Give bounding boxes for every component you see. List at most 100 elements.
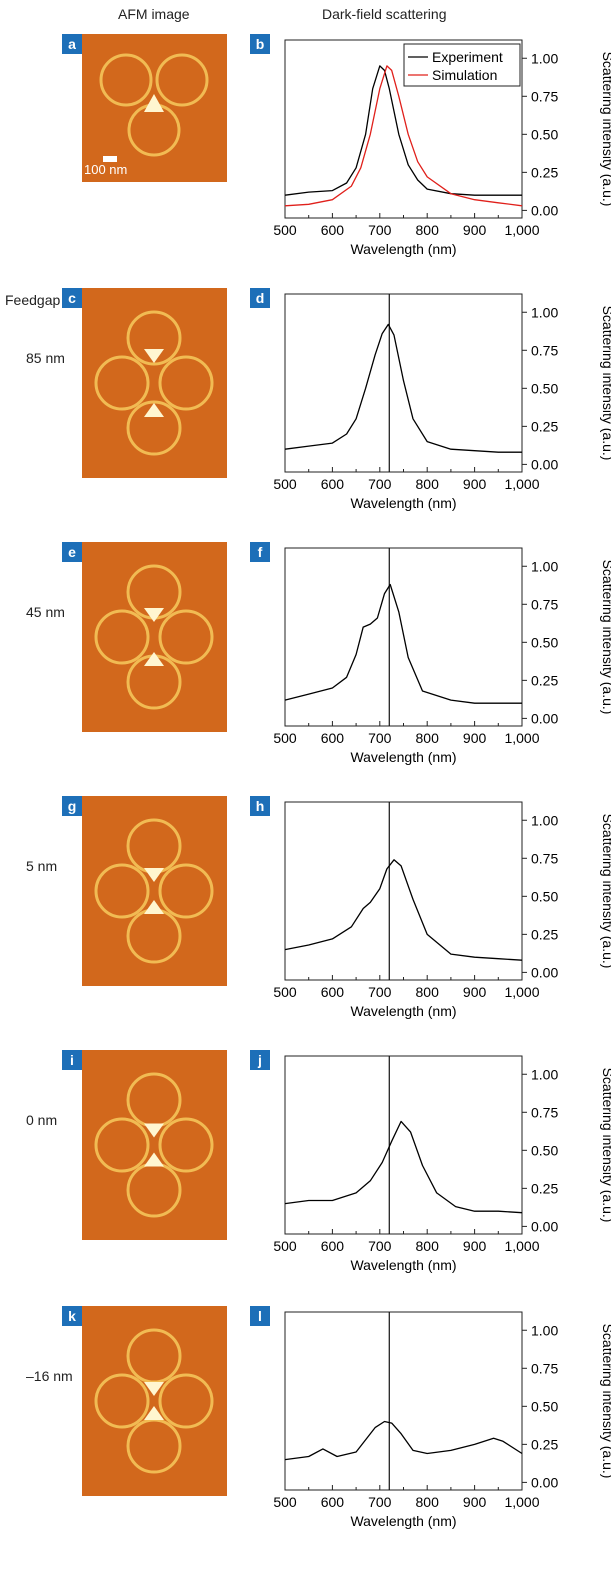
- scattering-chart-h: 500 600 700 800 900 1,000 0.00 0.25 0.50 0.75 1.00…: [273, 801, 611, 1019]
- feedgap-value: 45 nm: [26, 604, 65, 620]
- x-tick-label: 500: [273, 476, 297, 492]
- x-tick-label: 900: [463, 476, 487, 492]
- scattering-chart-d: 500 600 700 800 900 1,000 0.00 0.25 0.50 0.75 1.00…: [273, 293, 611, 511]
- x-tick-label: 700: [368, 984, 392, 1000]
- panel-letter-badge: b: [250, 34, 270, 54]
- x-tick-label: 500: [273, 984, 297, 1000]
- x-tick-label: 800: [416, 1238, 440, 1254]
- x-tick-label: 900: [463, 1238, 487, 1254]
- x-tick-label: 700: [368, 476, 392, 492]
- x-tick-label: 1,000: [504, 984, 539, 1000]
- y-tick-label: 0.00: [531, 1474, 558, 1490]
- panel-letter-badge: i: [62, 1050, 82, 1070]
- x-tick-label: 900: [463, 222, 487, 238]
- afm-image: [82, 542, 227, 732]
- y-tick-label: 0.50: [531, 888, 558, 904]
- panel-letter-badge: d: [250, 288, 270, 308]
- x-tick-label: 800: [416, 476, 440, 492]
- x-tick-label: 800: [416, 730, 440, 746]
- x-tick-label: 500: [273, 730, 297, 746]
- scattering-chart-l: 500 600 700 800 900 1,000 0.00 0.25 0.50 0.75 1.00…: [273, 1311, 611, 1529]
- x-tick-label: 800: [416, 222, 440, 238]
- y-tick-label: 0.00: [531, 202, 558, 218]
- x-tick-label: 600: [321, 1238, 345, 1254]
- x-tick-label: 500: [273, 222, 297, 238]
- x-tick-label: 1,000: [504, 1238, 539, 1254]
- feedgap-value: 5 nm: [26, 858, 58, 874]
- x-tick-label: 1,000: [504, 476, 539, 492]
- x-axis-label: Wavelength (nm): [350, 495, 456, 511]
- series-line-experiment: [284, 65, 522, 196]
- afm-image: [82, 796, 227, 986]
- x-tick-label: 900: [463, 730, 487, 746]
- y-axis-label: Scattering intensity (a.u.): [600, 52, 611, 207]
- y-axis-label: Scattering intensity (a.u.): [600, 814, 611, 969]
- panel-letter-badge: h: [250, 796, 270, 816]
- panel-letter-badge: j: [250, 1050, 270, 1070]
- panel-letter-badge: f: [250, 542, 270, 562]
- y-tick-label: 0.25: [531, 672, 558, 688]
- x-tick-label: 500: [273, 1494, 297, 1510]
- y-tick-label: 0.75: [531, 88, 558, 104]
- legend-box: [403, 43, 521, 87]
- plot-frame: [284, 1055, 523, 1235]
- scattering-chart-f: 500 600 700 800 900 1,000 0.00 0.25 0.50 0.75 1.00…: [273, 547, 611, 765]
- y-tick-label: 0.25: [531, 1180, 558, 1196]
- feedgap-value: –16 nm: [26, 1368, 73, 1384]
- x-tick-label: 900: [463, 984, 487, 1000]
- series-line-spectrum: [284, 1120, 523, 1214]
- feedgap-value: 0 nm: [26, 1112, 58, 1128]
- y-tick-label: 0.50: [531, 1142, 558, 1158]
- scale-bar: [103, 156, 117, 162]
- y-tick-label: 1.00: [531, 304, 558, 320]
- y-tick-label: 0.50: [531, 634, 558, 650]
- x-axis-label: Wavelength (nm): [350, 241, 456, 257]
- y-tick-label: 0.00: [531, 964, 558, 980]
- x-tick-label: 700: [368, 222, 392, 238]
- plot-frame: [284, 801, 523, 981]
- y-tick-label: 0.00: [531, 1218, 558, 1234]
- x-axis-label: Wavelength (nm): [350, 1003, 456, 1019]
- y-tick-label: 0.75: [531, 1104, 558, 1120]
- x-axis-label: Wavelength (nm): [350, 749, 456, 765]
- feedgap-value: 85 nm: [26, 350, 65, 366]
- y-tick-label: 0.75: [531, 1360, 558, 1376]
- row-label: Feedgap: [5, 292, 61, 308]
- legend-entry: Simulation: [432, 67, 497, 83]
- x-tick-label: 600: [321, 476, 345, 492]
- scattering-chart-b: 500 600 700 800 900 1,000 0.00 0.25 0.50 0.75 1.00…: [273, 39, 611, 257]
- x-tick-label: 600: [321, 730, 345, 746]
- series-line-spectrum: [284, 583, 522, 704]
- panel-letter-badge: g: [62, 796, 82, 816]
- panel-letter-badge: e: [62, 542, 82, 562]
- x-tick-label: 900: [463, 1494, 487, 1510]
- plot-frame: [284, 1311, 523, 1491]
- x-tick-label: 600: [321, 984, 345, 1000]
- afm-image: [82, 1050, 227, 1240]
- legend-entry: Experiment: [432, 49, 503, 65]
- darkfield-column-header: Dark-field scattering: [322, 6, 447, 22]
- y-axis-label: Scattering intensity (a.u.): [600, 306, 611, 461]
- y-tick-label: 1.00: [531, 1322, 558, 1338]
- x-tick-label: 700: [368, 730, 392, 746]
- y-tick-label: 0.25: [531, 1436, 558, 1452]
- series-line-simulation: [284, 65, 523, 207]
- y-tick-label: 0.50: [531, 380, 558, 396]
- x-tick-label: 800: [416, 1494, 440, 1510]
- y-tick-label: 1.00: [531, 812, 558, 828]
- y-tick-label: 0.50: [531, 126, 558, 142]
- x-tick-label: 700: [368, 1238, 392, 1254]
- y-tick-label: 1.00: [531, 1066, 558, 1082]
- panel-letter-badge: l: [250, 1306, 270, 1326]
- y-tick-label: 0.25: [531, 926, 558, 942]
- series-line-spectrum: [284, 1420, 523, 1461]
- y-tick-label: 1.00: [531, 50, 558, 66]
- x-tick-label: 1,000: [504, 1494, 539, 1510]
- scattering-chart-j: 500 600 700 800 900 1,000 0.00 0.25 0.50 0.75 1.00…: [273, 1055, 611, 1273]
- x-tick-label: 1,000: [504, 730, 539, 746]
- afm-column-header: AFM image: [118, 6, 190, 22]
- x-tick-label: 800: [416, 984, 440, 1000]
- y-tick-label: 1.00: [531, 558, 558, 574]
- y-tick-label: 0.00: [531, 456, 558, 472]
- series-line-spectrum: [284, 323, 522, 453]
